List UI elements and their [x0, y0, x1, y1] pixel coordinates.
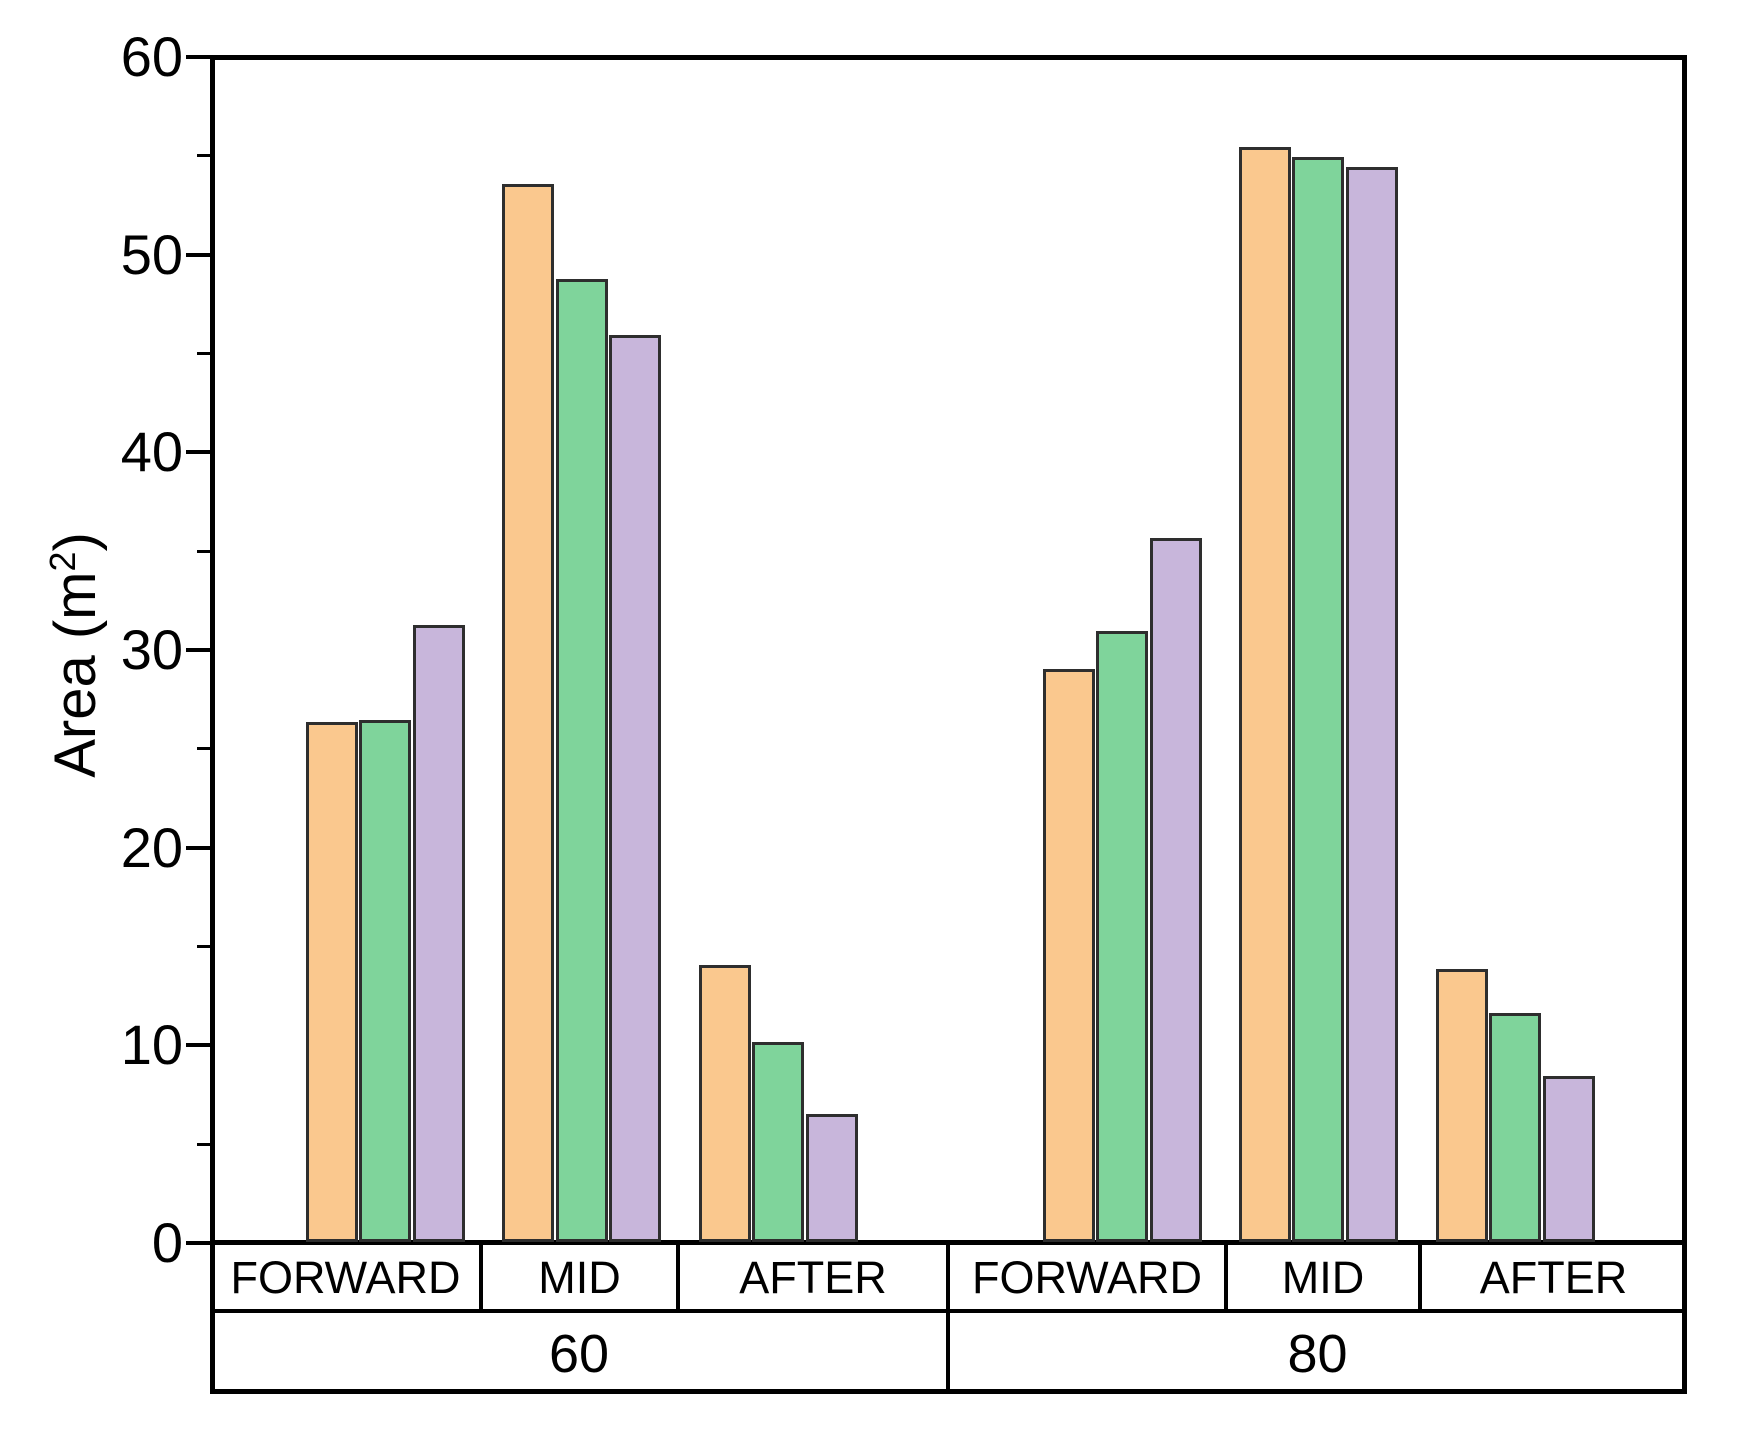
- y-major-tick-0: [186, 1241, 210, 1245]
- bar-green-60-AFTER: [752, 1042, 804, 1242]
- table-right-edge: [1682, 1243, 1687, 1394]
- y-tick-label-0: 0: [151, 1211, 183, 1274]
- y-minor-tick-55: [197, 154, 210, 158]
- y-minor-tick-15: [197, 945, 210, 948]
- group-label-80: 80: [1287, 1323, 1348, 1384]
- bar-green-60-FORWARD: [359, 720, 411, 1242]
- plot-area-frame: [210, 55, 1687, 1245]
- category-divider-1: [479, 1243, 483, 1313]
- category-label-mid-1: MID: [538, 1252, 621, 1303]
- bar-purple-60-AFTER: [805, 1114, 858, 1242]
- category-divider-4: [1224, 1243, 1228, 1313]
- y-major-tick-60: [186, 55, 210, 59]
- bar-orange-80-MID: [1238, 147, 1291, 1242]
- y-major-tick-10: [186, 1043, 210, 1048]
- category-label-forward-3: FORWARD: [972, 1252, 1202, 1303]
- bar-purple-80-FORWARD: [1149, 538, 1202, 1242]
- y-major-tick-50: [186, 252, 210, 257]
- bar-orange-60-AFTER: [698, 965, 751, 1242]
- y-minor-tick-35: [197, 549, 210, 553]
- bar-purple-80-MID: [1345, 167, 1398, 1242]
- category-divider-5: [1418, 1243, 1422, 1313]
- bar-green-80-MID: [1292, 157, 1344, 1242]
- group-divider: [946, 1313, 950, 1394]
- y-minor-tick-45: [197, 352, 210, 355]
- bar-purple-80-AFTER: [1542, 1076, 1595, 1242]
- y-minor-tick-5: [197, 1142, 210, 1146]
- bar-orange-80-AFTER: [1435, 969, 1488, 1242]
- category-label-forward-0: FORWARD: [230, 1252, 461, 1303]
- y-axis-title-superscript: 2: [42, 551, 83, 572]
- bar-green-80-AFTER: [1489, 1013, 1541, 1242]
- y-tick-label-60: 60: [120, 25, 183, 88]
- bar-green-80-FORWARD: [1096, 631, 1148, 1242]
- category-label-after-2: AFTER: [739, 1252, 887, 1303]
- table-left-edge: [210, 1243, 215, 1394]
- y-tick-label-30: 30: [120, 618, 183, 681]
- bar-purple-60-MID: [609, 335, 661, 1242]
- bar-orange-80-FORWARD: [1042, 669, 1095, 1242]
- y-major-tick-40: [186, 450, 210, 455]
- group-label-60: 60: [548, 1323, 610, 1384]
- y-axis-title-suffix: ): [42, 532, 108, 552]
- bar-purple-60-FORWARD: [412, 625, 465, 1242]
- y-major-tick-20: [186, 845, 210, 850]
- category-divider-3: [946, 1243, 950, 1313]
- y-tick-label-10: 10: [120, 1013, 183, 1077]
- y-tick-label-50: 50: [120, 222, 183, 286]
- bar-green-60-MID: [555, 279, 608, 1242]
- category-label-mid-4: MID: [1281, 1252, 1365, 1303]
- y-major-tick-30: [186, 648, 210, 652]
- y-tick-label-20: 20: [120, 815, 183, 879]
- y-minor-tick-25: [197, 747, 210, 751]
- category-divider-2: [676, 1243, 680, 1313]
- y-tick-label-40: 40: [120, 420, 183, 484]
- bar-orange-60-MID: [502, 184, 554, 1242]
- category-label-after-5: AFTER: [1479, 1252, 1628, 1303]
- bar-orange-60-FORWARD: [305, 722, 358, 1242]
